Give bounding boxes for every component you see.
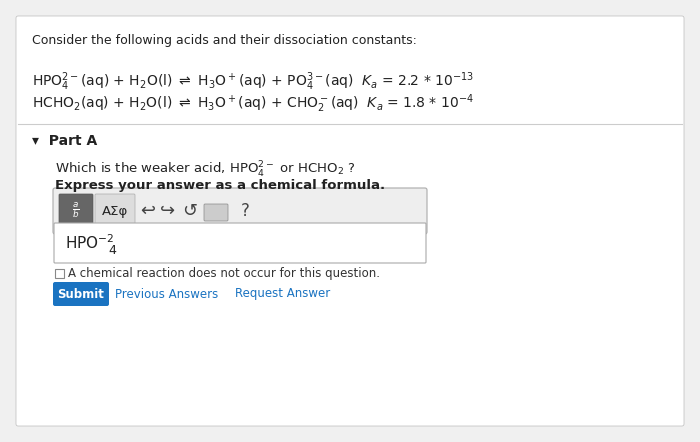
Text: Express your answer as a chemical formula.: Express your answer as a chemical formul… [55,179,385,192]
FancyBboxPatch shape [16,16,684,426]
FancyBboxPatch shape [53,188,427,234]
Text: ▾  Part A: ▾ Part A [32,134,97,148]
Text: 4: 4 [108,244,116,256]
FancyBboxPatch shape [54,223,426,263]
Text: Submit: Submit [57,287,104,301]
Text: ↩: ↩ [141,202,155,220]
Text: Which is the weaker acid, HPO$_4^{2-}$ or HCHO$_2$ ?: Which is the weaker acid, HPO$_4^{2-}$ o… [55,160,356,180]
Text: ↪: ↪ [160,202,176,220]
Text: A chemical reaction does not occur for this question.: A chemical reaction does not occur for t… [68,267,380,279]
Text: HPO$^{-2}$: HPO$^{-2}$ [65,234,114,252]
FancyBboxPatch shape [53,282,109,306]
FancyBboxPatch shape [55,269,64,278]
Text: Consider the following acids and their dissociation constants:: Consider the following acids and their d… [32,34,417,47]
FancyBboxPatch shape [95,194,135,228]
Text: Request Answer: Request Answer [235,287,330,301]
FancyBboxPatch shape [59,194,93,228]
Text: HCHO$_2$(aq) + H$_2$O(l) $\rightleftharpoons$ H$_3$O$^+$(aq) + CHO$_2^-$(aq)  $K: HCHO$_2$(aq) + H$_2$O(l) $\rightleftharp… [32,92,474,114]
Text: HPO$_4^{2-}$(aq) + H$_2$O(l) $\rightleftharpoons$ H$_3$O$^+$(aq) + PO$_4^{3-}$(a: HPO$_4^{2-}$(aq) + H$_2$O(l) $\rightleft… [32,70,474,93]
Text: ΑΣφ: ΑΣφ [102,205,128,217]
Text: $\frac{a}{b}$: $\frac{a}{b}$ [72,201,80,221]
Text: ↺: ↺ [183,202,197,220]
Text: Previous Answers: Previous Answers [115,287,218,301]
Text: ?: ? [241,202,249,220]
FancyBboxPatch shape [204,204,228,221]
